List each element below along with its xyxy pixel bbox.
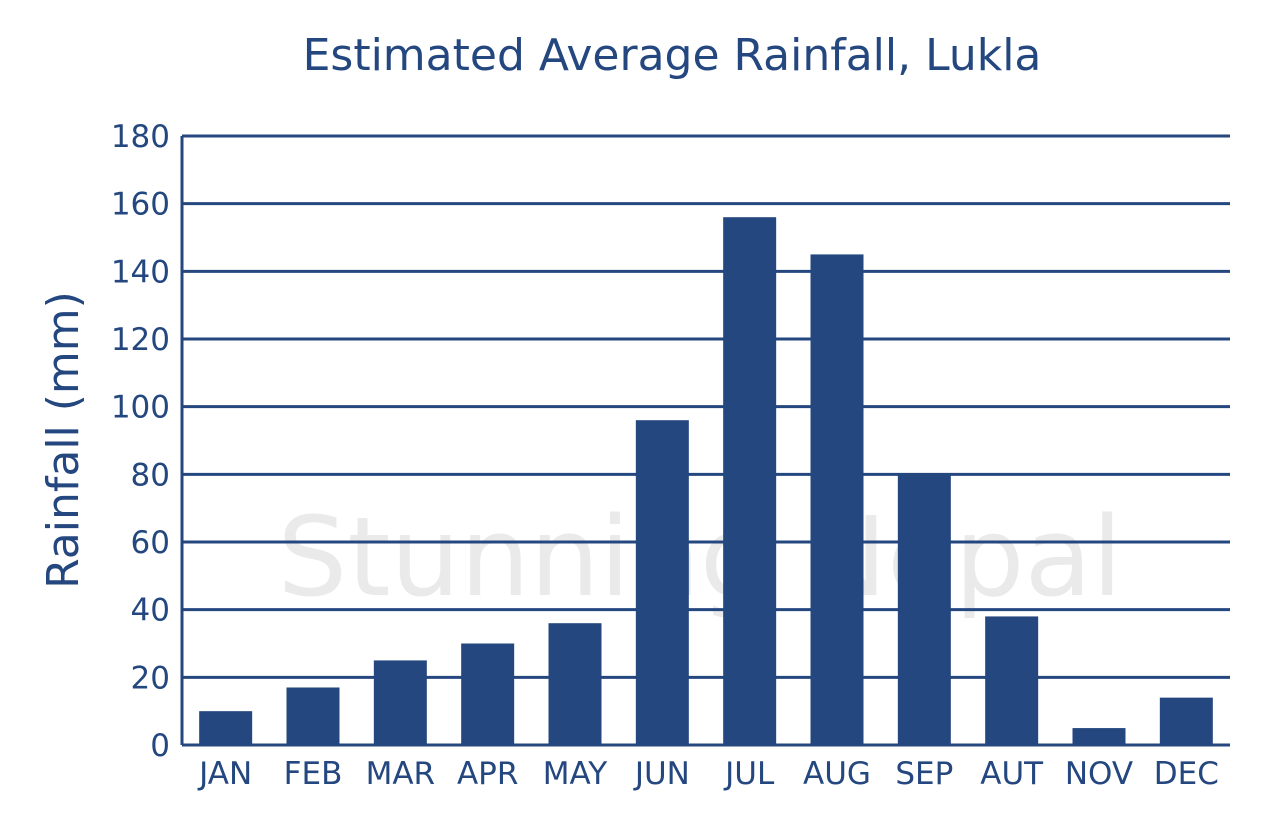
y-tick-label: 40 [131, 593, 170, 629]
y-tick-label: 180 [111, 119, 170, 155]
x-tick-label-feb: FEB [284, 756, 343, 792]
bar-sep [897, 474, 951, 745]
gridlines [182, 134, 1230, 747]
x-tick-label-sep: SEP [895, 756, 953, 792]
bar-mar [373, 660, 427, 745]
y-axis-ticks: 0 20 40 60 80 100 120 140 160 180 [111, 119, 170, 764]
x-tick-label-nov: NOV [1065, 756, 1133, 792]
y-tick-label: 100 [111, 390, 170, 426]
x-tick-label-dec: DEC [1154, 756, 1219, 792]
watermark-text: Stunning Nepal [278, 493, 1123, 621]
y-tick-label: 20 [131, 660, 170, 696]
chart-title: Estimated Average Rainfall, Lukla [303, 30, 1042, 81]
bar-jun [635, 420, 689, 745]
bars [199, 217, 1213, 745]
y-tick-label: 60 [131, 525, 170, 561]
bar-dec [1159, 697, 1213, 745]
x-tick-label-jan: JAN [197, 756, 252, 792]
x-tick-label-apr: APR [457, 756, 518, 792]
bar-jan [199, 711, 253, 745]
y-tick-label: 140 [111, 254, 170, 290]
y-tick-label: 160 [111, 187, 170, 223]
y-tick-label: 0 [150, 728, 170, 764]
y-tick-label: 80 [131, 457, 170, 493]
bar-may [548, 623, 602, 745]
x-tick-label-aug: AUG [803, 756, 871, 792]
watermark-logo: Stunning Nepal [278, 493, 1123, 621]
bar-aut [985, 616, 1039, 745]
bar-apr [461, 643, 515, 745]
x-axis-ticks: JAN FEB MAR APR MAY JUN JUL AUG SEP AUT NOV DEC [197, 756, 1219, 792]
x-tick-label-jul: JUL [723, 756, 775, 792]
x-tick-label-jun: JUN [633, 756, 690, 792]
y-axis-label: Rainfall (mm) [38, 291, 89, 589]
bar-nov [1072, 728, 1126, 745]
y-tick-label: 120 [111, 322, 170, 358]
bar-feb [286, 687, 340, 745]
x-tick-label-mar: MAR [366, 756, 436, 792]
x-tick-label-may: MAY [543, 756, 608, 792]
bar-aug [810, 254, 864, 745]
x-tick-label-aut: AUT [980, 756, 1044, 792]
bar-jul [723, 217, 777, 745]
